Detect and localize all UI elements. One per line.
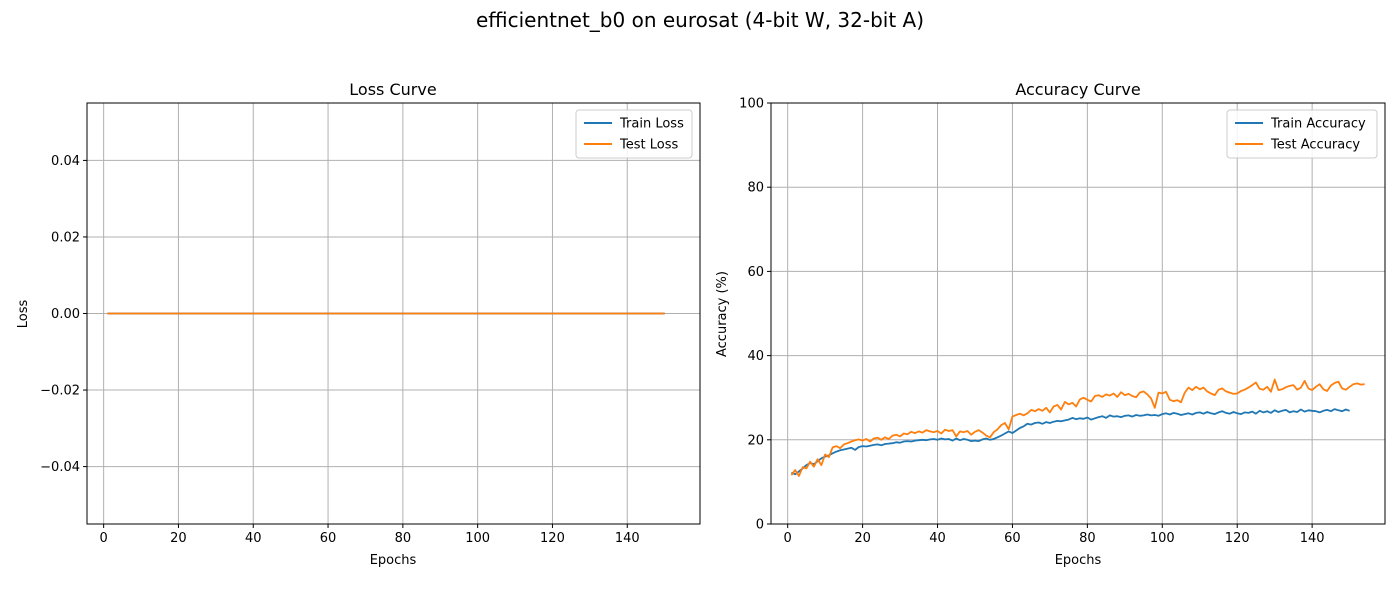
accuracy-y-axis-label: Accuracy (%) <box>715 271 730 357</box>
accuracy-x-axis-label: Epochs <box>1055 553 1102 568</box>
accuracy-legend-box <box>1226 109 1378 159</box>
figure-suptitle: efficientnet_b0 on eurosat (4-bit W, 32-… <box>476 8 924 32</box>
accuracy-legend: Train Accuracy Test Accuracy <box>1226 109 1378 159</box>
loss-axes-frame <box>86 102 701 525</box>
accuracy-y-tick-label: 80 <box>747 181 764 196</box>
loss-legend-label: Train Loss <box>619 117 684 132</box>
loss-x-axis-label: Epochs <box>370 553 417 568</box>
accuracy-x-tick-label: 0 <box>784 531 792 546</box>
loss-x-tick-label: 140 <box>615 531 640 546</box>
loss-y-tick-label: −0.04 <box>40 460 80 475</box>
accuracy-grid <box>771 102 1385 525</box>
loss-x-tick-label: 60 <box>320 531 337 546</box>
loss-y-axis-label: Loss <box>16 300 31 329</box>
accuracy-chart-title: Accuracy Curve <box>1015 80 1140 99</box>
accuracy-axes-frame <box>770 102 1386 525</box>
loss-x-tick-label: 100 <box>465 531 490 546</box>
accuracy-x-tick-label: 60 <box>1004 531 1021 546</box>
accuracy-x-tick-label: 20 <box>854 531 871 546</box>
accuracy-curve-panel: Accuracy Curve Epochs Accuracy (%) 0 20 40… <box>715 80 1386 568</box>
loss-legend: Train Loss Test Loss <box>575 109 693 159</box>
loss-x-tick-label: 20 <box>170 531 187 546</box>
accuracy-series-line-test-accuracy <box>790 378 1365 477</box>
accuracy-y-tick-label: 100 <box>739 97 764 112</box>
loss-x-tick-label: 80 <box>395 531 412 546</box>
accuracy-x-tick-label: 40 <box>929 531 946 546</box>
accuracy-legend-label: Train Accuracy <box>1270 117 1366 132</box>
loss-y-tick-label: 0.00 <box>51 307 80 322</box>
loss-chart-title: Loss Curve <box>349 80 436 99</box>
loss-x-tick-label: 0 <box>100 531 108 546</box>
accuracy-y-tick-label: 0 <box>756 518 764 533</box>
accuracy-x-tick-label: 100 <box>1150 531 1175 546</box>
accuracy-x-tick-label: 140 <box>1300 531 1325 546</box>
loss-x-tick-label: 120 <box>540 531 565 546</box>
loss-y-tick-label: 0.04 <box>51 154 80 169</box>
accuracy-x-tick-label: 80 <box>1079 531 1096 546</box>
loss-curve-panel: Loss Curve Epochs Loss 0 20 40 60 80 100 120 14… <box>16 80 701 568</box>
loss-x-tick-label: 40 <box>245 531 262 546</box>
accuracy-y-tick-label: 60 <box>747 265 764 280</box>
loss-y-tick-label: 0.02 <box>51 230 80 245</box>
accuracy-y-tick-label: 40 <box>747 349 764 364</box>
accuracy-y-tick-label: 20 <box>747 433 764 448</box>
accuracy-legend-label: Test Accuracy <box>1270 138 1360 153</box>
accuracy-x-tick-label: 120 <box>1225 531 1250 546</box>
loss-y-tick-label: −0.02 <box>40 384 80 399</box>
loss-legend-label: Test Loss <box>619 138 678 153</box>
accuracy-series-line-train-accuracy <box>791 408 1350 476</box>
